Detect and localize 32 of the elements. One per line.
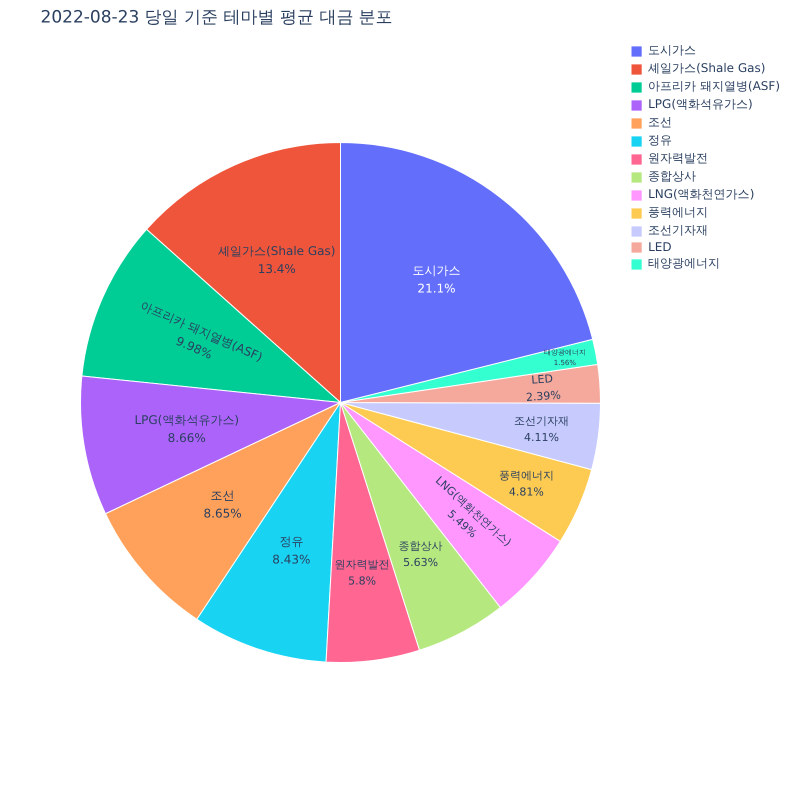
data-label: 4.81% (508, 486, 544, 499)
legend-label: 풍력에너지 (648, 204, 708, 221)
legend-label: LPG(액화석유가스) (648, 96, 753, 113)
slice-label: LED (530, 372, 554, 387)
slice-label: 셰일가스(Shale Gas) (218, 244, 336, 258)
data-label: 13.4% (258, 262, 296, 276)
legend-label: 조선기자재 (648, 222, 708, 239)
data-label: 5.8% (348, 574, 376, 588)
legend-label: 아프리카 돼지열병(ASF) (648, 78, 780, 95)
chart-title: 2022-08-23 당일 기준 테마별 평균 대금 분포 (40, 8, 393, 28)
slice-label: 조선기자재 (514, 414, 570, 428)
legend-label: LED (648, 240, 672, 254)
legend-label: 조선 (648, 114, 672, 131)
legend-label: 정유 (648, 132, 672, 149)
data-label: 8.66% (168, 431, 206, 446)
data-label: 21.1% (417, 282, 456, 296)
data-label: 4.11% (524, 431, 560, 444)
slice-label: 도시가스 (412, 263, 460, 278)
legend-label: 셰일가스(Shale Gas) (648, 60, 766, 77)
legend-label: LNG(액화천연가스) (648, 186, 754, 203)
slice-label: LPG(액화석유가스) (134, 412, 240, 427)
legend-label: 종합상사 (648, 168, 696, 185)
legend-label: 도시가스 (648, 42, 696, 59)
data-label: 2.39% (525, 388, 562, 404)
data-label: 8.43% (272, 552, 310, 567)
legend-label: 원자력발전 (648, 150, 708, 167)
slice-label: 조선 (210, 488, 235, 503)
legend-label: 태양광에너지 (648, 255, 720, 272)
data-label: 8.65% (204, 506, 242, 521)
data-label: 5.63% (403, 556, 438, 570)
slice-label: 원자력발전 (334, 558, 390, 571)
slice-label: 정유 (279, 534, 304, 548)
